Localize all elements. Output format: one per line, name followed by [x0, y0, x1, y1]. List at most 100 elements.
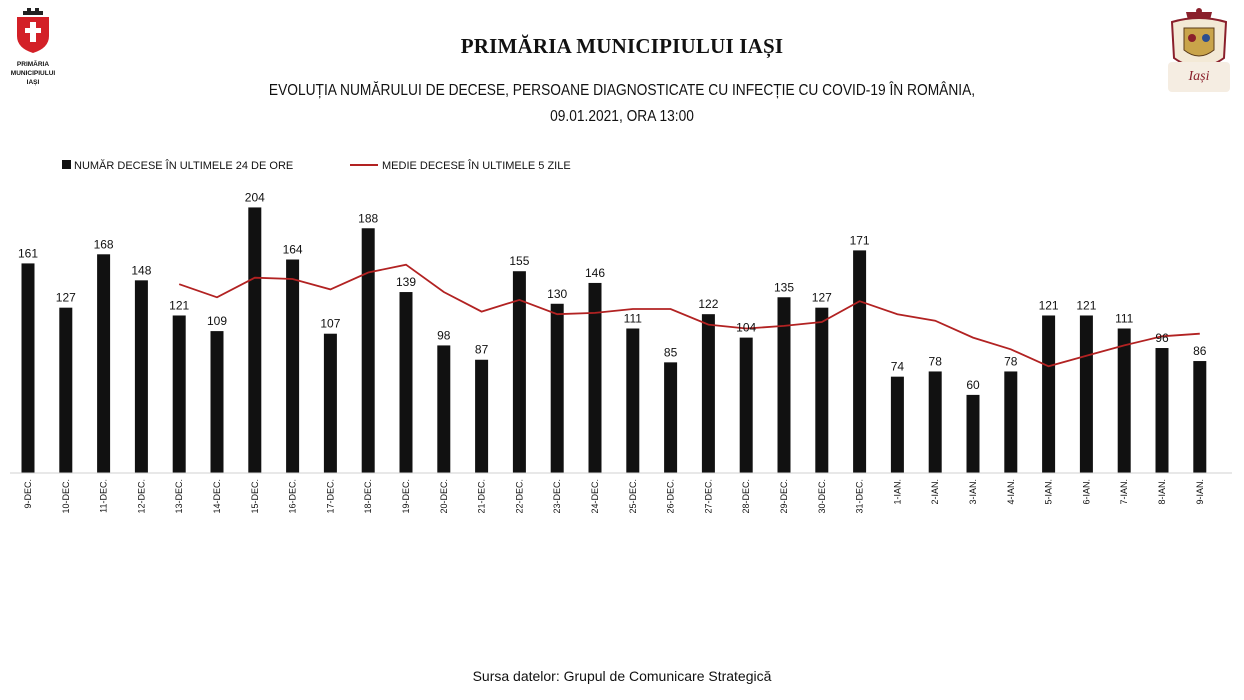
bar-7-IAN.: [1117, 328, 1131, 473]
value-label-3-IAN.: 60: [966, 378, 980, 392]
x-axis-labels: 9-DEC. 10-DEC. 11-DEC. 12-DEC. 13-DEC. 14-DEC…: [23, 479, 1205, 514]
bar-19-DEC.: [399, 292, 413, 473]
bar-11-DEC.: [97, 254, 111, 473]
value-label-10-DEC.: 127: [56, 291, 76, 305]
x-tick-label-2-IAN.: 2-IAN.: [930, 479, 940, 505]
bar-14-DEC.: [210, 331, 224, 473]
x-tick-label-1-IAN.: 1-IAN.: [892, 479, 902, 505]
value-label-26-DEC.: 85: [664, 345, 678, 359]
x-tick-label-21-DEC.: 21-DEC.: [477, 479, 487, 514]
bar-1-IAN.: [890, 376, 904, 473]
value-label-2-IAN.: 78: [929, 354, 943, 368]
iasi-brand-logo: Iași: [1164, 6, 1234, 98]
x-tick-label-9-DEC.: 9-DEC.: [23, 479, 33, 509]
x-tick-label-28-DEC.: 28-DEC.: [741, 479, 751, 514]
bar-17-DEC.: [323, 333, 337, 473]
value-label-27-DEC.: 122: [698, 297, 718, 311]
bar-5-IAN.: [1042, 315, 1056, 473]
x-tick-label-24-DEC.: 24-DEC.: [590, 479, 600, 514]
chart-subtitle: EVOLUȚIA NUMĂRULUI DE DECESE, PERSOANE D…: [87, 78, 1157, 130]
crest-icon: Iași: [1168, 8, 1230, 92]
x-tick-label-29-DEC.: 29-DEC.: [779, 479, 789, 514]
value-label-5-IAN.: 121: [1039, 298, 1059, 312]
value-label-25-DEC.: 111: [624, 312, 643, 326]
x-tick-label-18-DEC.: 18-DEC.: [363, 479, 373, 514]
bar-4-IAN.: [1004, 371, 1018, 473]
bar-8-IAN.: [1155, 348, 1169, 473]
bar-21-DEC.: [475, 359, 489, 473]
subtitle-line-1: EVOLUȚIA NUMĂRULUI DE DECESE, PERSOANE D…: [268, 82, 976, 99]
x-tick-label-25-DEC.: 25-DEC.: [628, 479, 638, 514]
value-label-28-DEC.: 104: [736, 321, 756, 335]
bar-22-DEC.: [512, 271, 526, 473]
bar-23-DEC.: [550, 303, 564, 473]
bar-9-DEC.: [21, 263, 35, 473]
logo-caption-2: MUNICIPIULUI: [10, 70, 56, 77]
bar-24-DEC.: [588, 282, 602, 473]
value-label-29-DEC.: 135: [774, 280, 794, 294]
value-label-23-DEC.: 130: [547, 287, 567, 301]
value-label-7-IAN.: 111: [1115, 312, 1134, 326]
logo-caption-3: IAȘI: [26, 79, 40, 86]
value-label-20-DEC.: 98: [437, 328, 451, 342]
bar-series: [10, 207, 1232, 474]
x-tick-label-22-DEC.: 22-DEC.: [514, 479, 524, 514]
value-label-12-DEC.: 148: [131, 263, 151, 277]
bar-3-IAN.: [966, 394, 980, 473]
crest-script-text: Iași: [1188, 69, 1210, 84]
bar-10-DEC.: [59, 307, 73, 473]
x-tick-label-26-DEC.: 26-DEC.: [666, 479, 676, 514]
x-tick-label-23-DEC.: 23-DEC.: [552, 479, 562, 514]
value-label-16-DEC.: 164: [283, 243, 303, 257]
bar-28-DEC.: [739, 337, 753, 473]
x-tick-label-19-DEC.: 19-DEC.: [401, 479, 411, 514]
bar-18-DEC.: [361, 228, 375, 473]
bar-6-IAN.: [1079, 315, 1093, 473]
value-label-11-DEC.: 168: [94, 237, 114, 251]
bar-30-DEC.: [815, 307, 829, 473]
moving-average-line: [178, 263, 1200, 368]
legend-line-label: MEDIE DECESE ÎN ULTIMELE 5 ZILE: [382, 159, 571, 172]
x-tick-label-6-IAN.: 6-IAN.: [1081, 479, 1091, 505]
x-tick-label-4-IAN.: 4-IAN.: [1006, 479, 1016, 505]
x-tick-label-8-IAN.: 8-IAN.: [1157, 479, 1167, 505]
x-tick-label-20-DEC.: 20-DEC.: [439, 479, 449, 514]
value-label-22-DEC.: 155: [509, 254, 529, 268]
x-tick-label-7-IAN.: 7-IAN.: [1119, 479, 1129, 505]
value-label-15-DEC.: 204: [245, 190, 265, 204]
bar-25-DEC.: [626, 328, 640, 473]
bar-26-DEC.: [664, 362, 678, 473]
bar-9-IAN.: [1193, 361, 1207, 473]
value-labels: 161 127 168 148 121 109 204 164 107 188 139 98 87 155…: [18, 190, 1207, 391]
x-tick-label-27-DEC.: 27-DEC.: [703, 479, 713, 514]
x-tick-label-31-DEC.: 31-DEC.: [855, 479, 865, 514]
source-note: Sursa datelor: Grupul de Comunicare Stra…: [472, 668, 772, 684]
value-label-30-DEC.: 127: [812, 291, 832, 305]
x-tick-label-30-DEC.: 30-DEC.: [817, 479, 827, 514]
x-tick-label-17-DEC.: 17-DEC.: [325, 479, 335, 514]
page-title: PRIMĂRIA MUNICIPIULUI IAȘI: [460, 34, 784, 58]
value-label-21-DEC.: 87: [475, 343, 489, 357]
value-label-6-IAN.: 121: [1076, 298, 1096, 312]
x-tick-label-15-DEC.: 15-DEC.: [250, 479, 260, 514]
value-label-8-IAN.: 96: [1155, 331, 1169, 345]
bar-27-DEC.: [701, 314, 715, 473]
value-label-31-DEC.: 171: [850, 233, 870, 247]
value-label-18-DEC.: 188: [358, 211, 378, 225]
average-line-series: [178, 263, 1200, 368]
bar-2-IAN.: [928, 371, 942, 473]
x-tick-label-9-IAN.: 9-IAN.: [1195, 479, 1205, 505]
bar-29-DEC.: [777, 297, 791, 473]
value-label-9-IAN.: 86: [1193, 344, 1207, 358]
bar-13-DEC.: [172, 315, 186, 473]
deaths-chart: NUMĂR DECESE ÎN ULTIMELE 24 DE ORE MEDIE…: [10, 159, 1232, 514]
value-label-13-DEC.: 121: [169, 298, 189, 312]
value-label-24-DEC.: 146: [585, 266, 605, 280]
x-tick-label-12-DEC.: 12-DEC.: [136, 479, 146, 514]
x-tick-label-10-DEC.: 10-DEC.: [61, 479, 71, 514]
value-label-14-DEC.: 109: [207, 314, 227, 328]
x-tick-label-13-DEC.: 13-DEC.: [174, 479, 184, 514]
logo-caption-1: PRIMĂRIA: [16, 61, 50, 68]
value-label-1-IAN.: 74: [891, 360, 905, 374]
bar-12-DEC.: [134, 280, 148, 473]
